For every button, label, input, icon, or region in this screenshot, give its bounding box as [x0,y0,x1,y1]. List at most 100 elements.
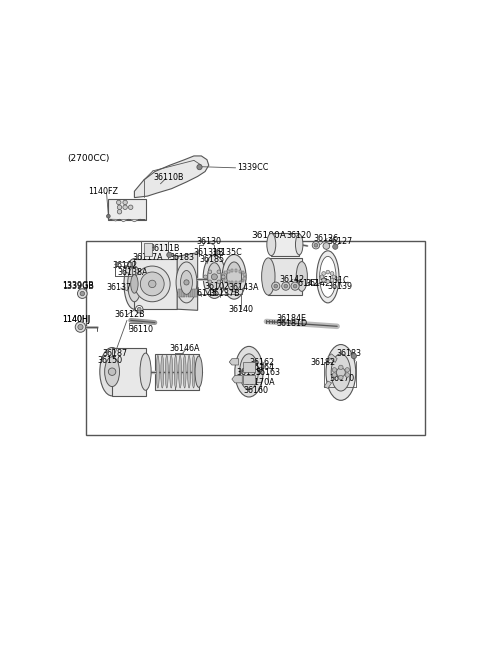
Bar [141,241,168,259]
Ellipse shape [222,255,246,299]
Circle shape [274,284,277,288]
Text: 36182: 36182 [310,358,335,367]
Polygon shape [324,381,332,388]
Text: 36163: 36163 [256,368,281,377]
Text: 36127: 36127 [328,237,353,246]
Text: 1140FZ: 1140FZ [88,187,118,196]
Polygon shape [134,156,209,198]
Circle shape [332,275,336,278]
Text: 36142: 36142 [293,278,318,288]
Bar [180,289,181,297]
Bar [112,348,145,396]
Bar [228,280,229,284]
Circle shape [77,289,87,299]
Bar [155,354,199,390]
Bar [115,261,132,276]
Bar [235,269,237,272]
Ellipse shape [195,356,203,387]
Text: 36142: 36142 [279,275,305,284]
Circle shape [293,284,297,288]
Ellipse shape [188,355,191,388]
Text: 36143A: 36143A [228,284,259,293]
Ellipse shape [240,354,258,390]
Circle shape [217,270,221,274]
Circle shape [197,164,202,170]
Ellipse shape [105,357,120,386]
Circle shape [123,200,127,204]
Circle shape [323,242,330,250]
Ellipse shape [183,355,186,388]
Text: 36110B: 36110B [153,173,183,182]
Bar [241,279,244,282]
Text: 36126: 36126 [313,234,338,243]
Polygon shape [328,354,337,362]
Text: 36164: 36164 [249,363,274,372]
Circle shape [351,354,357,359]
Text: 36170: 36170 [329,374,354,383]
Text: 36131B: 36131B [193,248,224,257]
Text: 36170A: 36170A [244,378,275,386]
Circle shape [167,252,172,257]
Text: 36137A: 36137A [107,284,137,293]
Text: 36112B: 36112B [114,310,144,319]
Text: 36102: 36102 [204,282,229,291]
Ellipse shape [262,258,275,295]
Ellipse shape [128,266,141,302]
Text: 36181D: 36181D [276,319,308,328]
Circle shape [148,280,156,288]
Circle shape [107,214,110,218]
Circle shape [282,282,290,290]
Text: 36183: 36183 [336,349,361,358]
Ellipse shape [140,353,151,390]
Text: 36185: 36185 [200,255,225,264]
Bar [243,362,255,371]
Text: 36100A: 36100A [251,231,286,240]
Polygon shape [177,253,198,310]
Text: 36140: 36140 [228,305,253,314]
Ellipse shape [227,262,241,291]
Circle shape [332,367,336,372]
Ellipse shape [131,274,138,293]
Circle shape [134,266,170,302]
Ellipse shape [235,346,263,397]
Ellipse shape [165,355,168,388]
Bar [228,270,229,273]
Bar [225,271,227,274]
Ellipse shape [267,233,276,255]
Bar [244,275,246,278]
Bar [239,280,241,284]
Text: 36138A: 36138A [118,268,148,277]
Text: 36142: 36142 [305,278,331,288]
Text: 36130: 36130 [196,237,221,246]
Bar [190,289,191,297]
Ellipse shape [296,261,307,291]
Text: 36135C: 36135C [212,248,242,257]
Bar [144,243,152,256]
Bar [222,275,224,278]
Circle shape [314,244,318,247]
Text: 36137B: 36137B [210,289,240,298]
Bar [193,289,195,297]
Circle shape [330,278,334,282]
Circle shape [272,282,280,290]
Ellipse shape [161,355,164,388]
Bar [231,282,233,284]
Text: 1339CC: 1339CC [237,162,268,172]
Polygon shape [108,198,146,220]
Circle shape [284,284,288,288]
Circle shape [117,200,121,204]
Circle shape [333,244,338,250]
Text: 36187: 36187 [103,348,128,358]
Circle shape [332,373,336,377]
Text: 1339GB: 1339GB [62,281,94,290]
Circle shape [211,274,217,280]
Circle shape [291,282,299,290]
Circle shape [117,210,122,214]
Bar [178,289,180,297]
Circle shape [345,367,349,372]
Ellipse shape [180,271,192,294]
Circle shape [135,305,143,313]
Bar [223,278,225,280]
Circle shape [322,278,325,282]
Circle shape [184,280,189,285]
